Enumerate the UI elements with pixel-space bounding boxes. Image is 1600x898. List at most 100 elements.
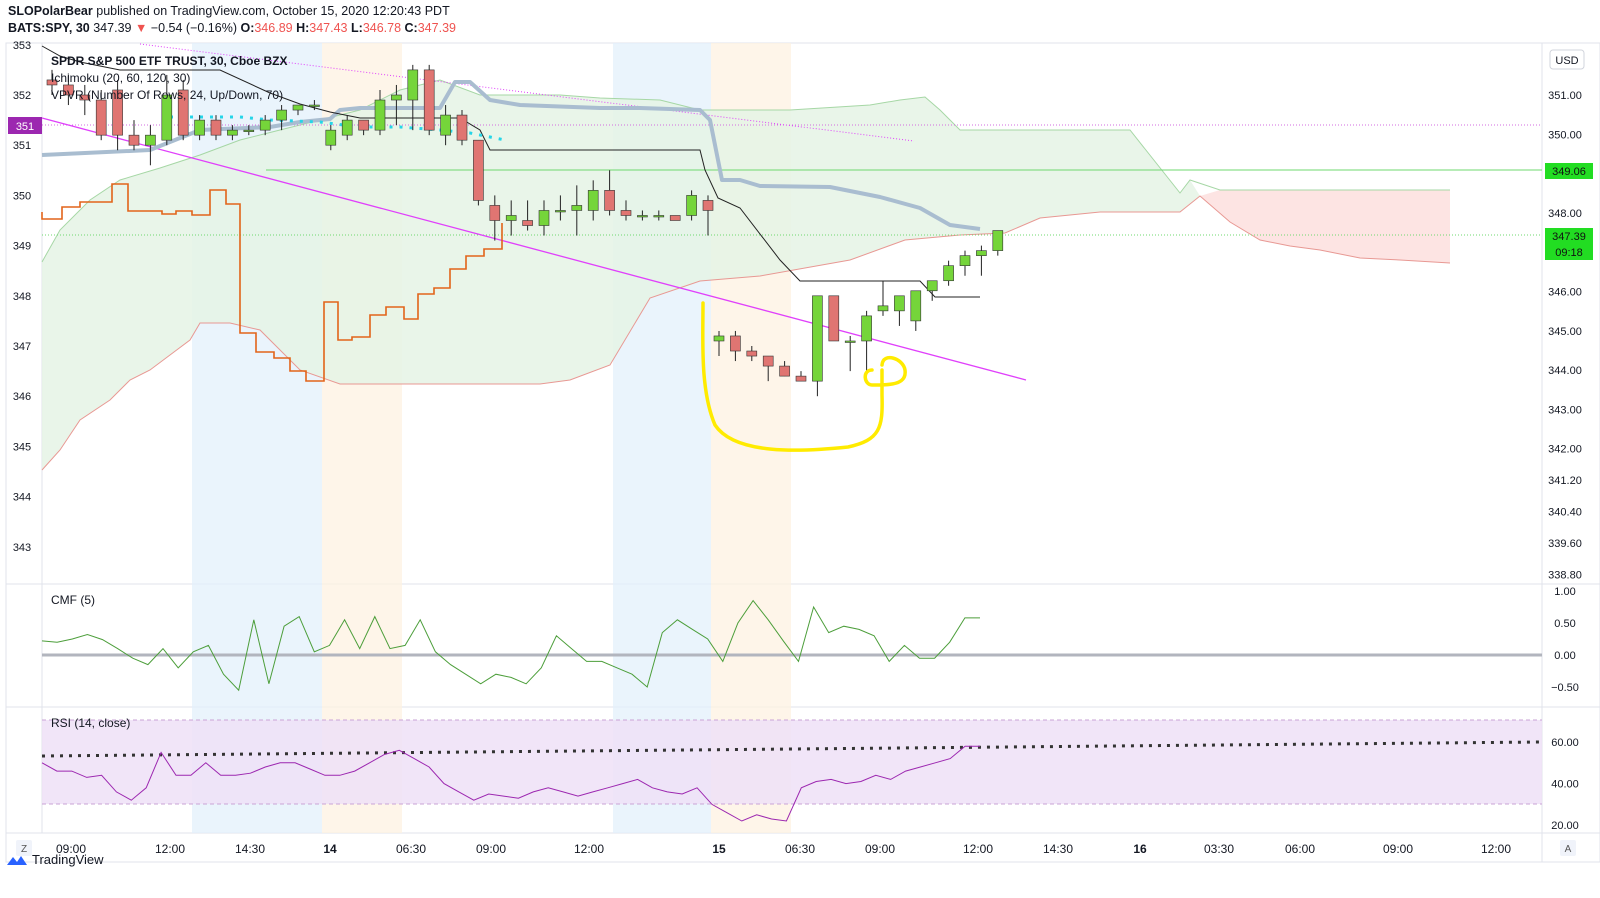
auto-scale-button-label: A — [1565, 844, 1572, 855]
candle — [620, 200, 632, 221]
time-axis: 09:00 12:00 14:30 14 06:30 09:00 12:00 15 06:30 0… — [56, 842, 1511, 856]
candle — [194, 115, 205, 141]
candle — [489, 195, 501, 241]
ichimoku-legend[interactable]: Ichimoku (20, 60, 120, 30) — [51, 71, 191, 85]
candle — [358, 119, 369, 136]
time-tick: 14:30 — [1043, 842, 1073, 856]
left-price-tick: 345 — [13, 441, 31, 453]
candle — [128, 120, 140, 151]
candle — [746, 346, 758, 362]
candle — [276, 105, 287, 131]
candle — [456, 110, 468, 146]
candle — [95, 89, 107, 141]
candle — [259, 115, 271, 136]
chart-title: SPDR S&P 500 ETF TRUST, 30, Cboe BZX — [51, 54, 288, 68]
candle — [145, 125, 156, 166]
brand-name: TradingView — [32, 852, 104, 867]
candle — [926, 280, 938, 301]
last-price-tag — [1545, 228, 1593, 260]
time-tick: 06:00 — [1285, 842, 1315, 856]
close-label: C: — [404, 21, 418, 35]
left-price-tick: 351 — [13, 140, 31, 152]
rsi-tick: 60.00 — [1551, 737, 1579, 749]
level-tag-349-06-text: 349.06 — [1552, 166, 1586, 178]
right-price-tick: 339.60 — [1548, 538, 1582, 550]
candlestick-series — [46, 64, 1004, 397]
candle — [505, 200, 517, 236]
candle — [309, 100, 320, 111]
candle — [423, 64, 435, 136]
candle — [440, 105, 451, 146]
candle — [779, 361, 790, 377]
candle — [992, 230, 1004, 256]
candle — [702, 195, 714, 236]
level-tag-349-06 — [1545, 163, 1593, 179]
cmf-tick: 1.00 — [1554, 586, 1575, 598]
kumo-bullish — [42, 80, 1200, 470]
currency-label: USD — [1555, 55, 1578, 67]
left-price-tick: 344 — [13, 492, 31, 504]
close-value: 347.39 — [417, 21, 456, 35]
time-tick: 09:00 — [1383, 842, 1413, 856]
tradingview-logo-icon — [7, 855, 27, 865]
zoom-button[interactable] — [16, 840, 32, 856]
ohlc-header: BATS:SPY, 30 347.39 ▼ −0.54 (−0.16%) O:3… — [8, 21, 456, 35]
time-tick: 06:30 — [396, 842, 426, 856]
left-price-tick: 348 — [13, 291, 31, 303]
time-tick: 12:00 — [1481, 842, 1511, 856]
last-price: 347.39 — [93, 21, 132, 35]
candle — [46, 69, 58, 95]
candle — [795, 371, 807, 382]
hand-drawn-annotation — [701, 301, 907, 452]
publish-info: published on TradingView.com, October 15… — [96, 4, 450, 18]
candle — [161, 74, 173, 146]
candle — [844, 335, 856, 372]
candle — [177, 79, 189, 141]
tenkan-sen — [41, 45, 980, 298]
candle — [374, 89, 386, 136]
candle — [653, 210, 665, 221]
time-tick: 12:00 — [574, 842, 604, 856]
right-price-tick: 344.00 — [1548, 365, 1582, 377]
candle — [79, 84, 91, 116]
chart-frame — [5, 42, 1600, 863]
time-tick: 09:00 — [476, 842, 506, 856]
low-value: 346.78 — [362, 21, 402, 35]
auto-scale-button[interactable] — [1560, 840, 1576, 856]
candle — [669, 215, 681, 221]
ichimoku-cloud — [41, 79, 1451, 471]
right-price-tick: 338.80 — [1548, 569, 1582, 581]
rsi-tick: 40.00 — [1551, 779, 1579, 791]
left-price-tick: 347 — [13, 341, 31, 353]
right-price-tick: 342.00 — [1548, 444, 1582, 456]
vpvr-legend[interactable]: VPVR (Number Of Rows, 24, Up/Down, 70) — [51, 88, 284, 102]
cmf-legend[interactable]: CMF (5) — [51, 593, 95, 607]
open-label: O: — [240, 21, 255, 35]
candle — [713, 330, 725, 357]
candle — [407, 64, 419, 131]
rsi-legend[interactable]: RSI (14, close) — [51, 716, 131, 730]
high-label: H: — [296, 21, 310, 35]
candle — [243, 125, 255, 136]
candle — [391, 84, 402, 126]
candle — [686, 190, 697, 221]
last-price-tag-text: 347.39 — [1552, 231, 1586, 243]
candle — [959, 250, 971, 276]
time-tick: 12:00 — [155, 842, 185, 856]
senkou-b-line — [41, 195, 1451, 471]
right-price-axis: 338.80 339.60 340.40 341.20 342.00 343.00 344.… — [1548, 90, 1582, 581]
chikou-span — [41, 183, 503, 382]
left-price-axis: 343 344 345 346 347 348 349 350 351 352 353 — [13, 40, 31, 554]
time-tick: 06:30 — [785, 842, 815, 856]
candle — [522, 200, 533, 231]
candle — [604, 170, 615, 216]
footer-brand[interactable]: TradingView — [6, 852, 104, 867]
time-tick: 14:30 — [235, 842, 265, 856]
cmf-tick: 0.00 — [1554, 650, 1575, 662]
candle — [894, 295, 905, 326]
left-price-tick: 343 — [13, 542, 31, 554]
currency-button[interactable] — [1549, 49, 1585, 70]
right-price-tick: 341.20 — [1548, 475, 1582, 487]
left-price-tick: 350 — [13, 190, 31, 202]
